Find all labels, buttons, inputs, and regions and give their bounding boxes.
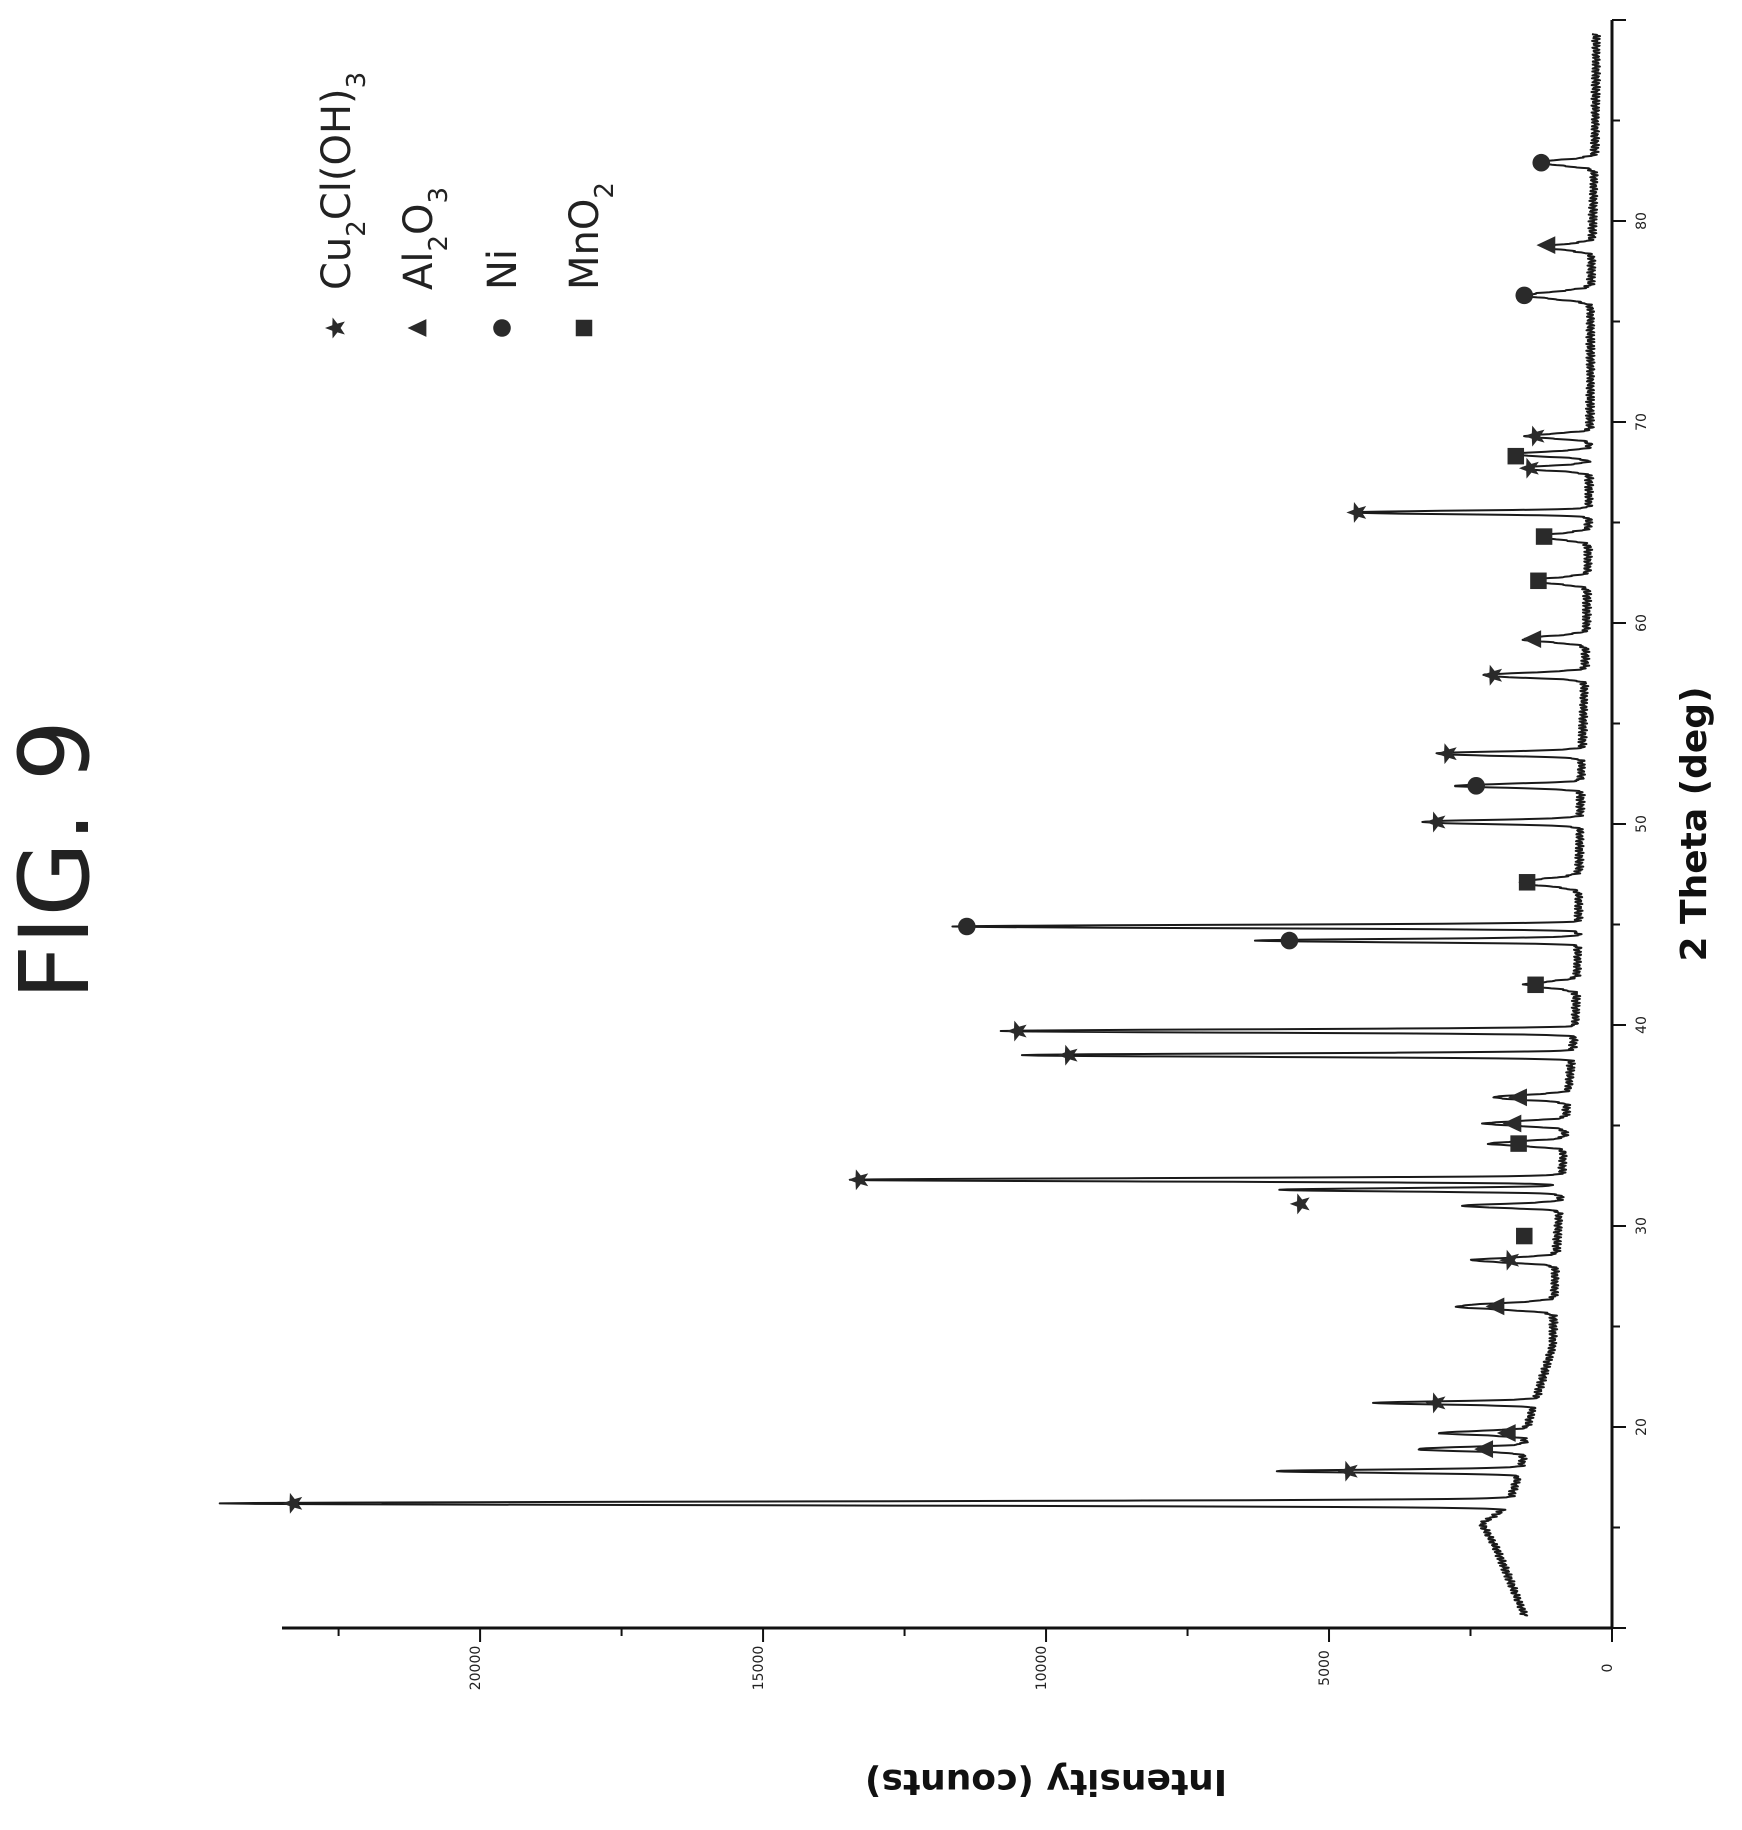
star-peak-marker [282, 1492, 303, 1514]
x-tick-label: 70 [1634, 413, 1650, 431]
legend-circle-icon [493, 319, 511, 337]
star-peak-marker [1436, 743, 1457, 765]
legend-square-icon [575, 319, 593, 337]
x-tick-label: 30 [1634, 1217, 1650, 1235]
square-peak-marker [1507, 447, 1525, 465]
square-peak-marker [1535, 528, 1553, 545]
triangle-peak-marker [1508, 1088, 1527, 1107]
x-tick-label: 80 [1634, 212, 1650, 230]
legend-label: Al2O3 [396, 187, 454, 290]
y-tick-label: 10000 [1034, 1646, 1050, 1691]
square-peak-marker [1516, 1227, 1533, 1245]
star-peak-marker [1337, 1460, 1358, 1482]
legend-star-icon [325, 317, 345, 339]
x-axis-title: 2 Theta (deg) [1674, 686, 1715, 961]
x-tick-label: 50 [1634, 815, 1650, 833]
x-tick-label: 40 [1634, 1016, 1650, 1034]
star-peak-marker [1518, 457, 1539, 479]
star-peak-marker [1482, 664, 1503, 686]
star-peak-marker [1006, 1020, 1027, 1042]
x-tick-label: 20 [1634, 1418, 1650, 1436]
triangle-peak-marker [1522, 630, 1542, 648]
y-axis-title: Intensity (counts) [865, 1761, 1227, 1802]
star-peak-marker [848, 1169, 869, 1191]
triangle-peak-marker [1474, 1440, 1494, 1458]
square-peak-marker [1530, 572, 1547, 590]
square-peak-marker [1518, 874, 1536, 891]
diffraction-pattern [218, 33, 1601, 1617]
star-peak-marker [1425, 1392, 1446, 1414]
legend: Cu2Cl(OH)3 Al2O3 Ni MnO2 [314, 72, 620, 339]
legend-label: MnO2 [562, 182, 620, 290]
circle-peak-marker [1532, 153, 1551, 172]
triangle-peak-marker [1496, 1424, 1516, 1442]
star-peak-marker [1524, 425, 1545, 447]
legend-triangle-icon [407, 319, 427, 337]
y-tick-label: 15000 [751, 1646, 767, 1691]
y-tick-label: 0 [1600, 1664, 1616, 1673]
axes: 20 30 40 50 60 70 80 0 5000 10000 15000 20000 [282, 19, 1650, 1691]
circle-peak-marker [1515, 286, 1534, 305]
triangle-peak-marker [1485, 1297, 1505, 1316]
phase-markers [282, 153, 1556, 1514]
square-peak-marker [1510, 1135, 1527, 1152]
diffraction-trace [218, 33, 1601, 1617]
star-peak-marker [1346, 501, 1367, 523]
circle-peak-marker [958, 917, 976, 936]
legend-label: Cu2Cl(OH)3 [314, 72, 372, 290]
star-peak-marker [1057, 1044, 1078, 1066]
star-peak-marker [1499, 1249, 1520, 1271]
triangle-peak-marker [1502, 1114, 1522, 1133]
star-peak-marker [1289, 1193, 1310, 1215]
star-peak-marker [1425, 811, 1446, 833]
circle-peak-marker [1467, 777, 1485, 795]
x-tick-label: 60 [1634, 614, 1650, 632]
figure-title: FIG. 9 [0, 720, 111, 1000]
legend-label: Ni [480, 249, 526, 290]
circle-peak-marker [1280, 931, 1299, 950]
y-tick-label: 20000 [468, 1646, 484, 1691]
square-peak-marker [1527, 976, 1544, 994]
triangle-peak-marker [1536, 236, 1556, 255]
y-tick-label: 5000 [1317, 1650, 1333, 1686]
